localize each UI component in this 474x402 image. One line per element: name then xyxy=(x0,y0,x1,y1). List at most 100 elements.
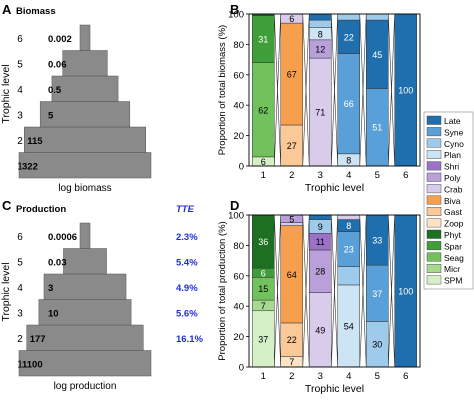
legend-label: Syne xyxy=(444,127,464,137)
segment-value-label: 8 xyxy=(346,221,351,231)
x-tick-label: 3 xyxy=(318,371,323,382)
segment-value-label: 67 xyxy=(287,70,297,80)
flow-connector xyxy=(387,214,396,368)
trophic-level-tick: 4 xyxy=(17,85,23,96)
legend-label: Spar xyxy=(444,241,462,251)
segment-value-label: 7 xyxy=(289,357,294,367)
flow-connector xyxy=(359,214,367,368)
pyramid-bar-level-3 xyxy=(38,299,132,326)
flow-connector xyxy=(302,214,310,368)
tte-value: 4.9% xyxy=(176,283,198,294)
bar-segment-cyno xyxy=(337,266,360,286)
segment-value-label: 9 xyxy=(318,222,323,232)
pyramid-title: Production xyxy=(16,204,66,215)
segment-value-label: 28 xyxy=(315,267,325,277)
segment-value-label: 66 xyxy=(344,99,354,109)
flow-connector xyxy=(302,13,310,167)
segment-value-label: 49 xyxy=(315,325,325,335)
trophic-level-tick: 1 xyxy=(17,161,23,172)
plot-frame xyxy=(248,13,421,167)
y-tick-label: 60 xyxy=(233,271,244,282)
pyramid-value-label: 5 xyxy=(48,110,54,121)
flow-connector xyxy=(359,13,367,167)
legend-label: Crab xyxy=(444,184,463,194)
bar-segment-cyno xyxy=(366,13,389,21)
legend-label: Seag xyxy=(444,253,464,263)
flow-connector xyxy=(273,13,282,167)
pyramid-value-label: 177 xyxy=(30,334,46,345)
legend-label: Phyt xyxy=(444,230,462,240)
legend-swatch-plan xyxy=(426,149,442,159)
segment-value-label: 100 xyxy=(398,86,413,96)
panel-label-a: A xyxy=(2,2,12,17)
x-tick-label: 2 xyxy=(289,371,294,382)
segment-value-label: 23 xyxy=(344,245,354,255)
trophic-level-tick: 2 xyxy=(17,334,23,345)
legend-swatch-cyno xyxy=(426,138,442,148)
tte-value: 5.6% xyxy=(176,308,198,319)
legend-label: Cyno xyxy=(444,139,464,149)
segment-value-label: 45 xyxy=(372,50,382,60)
trophic-level-tick: 5 xyxy=(17,257,23,268)
pyramid-bar-level-2 xyxy=(23,126,147,153)
pyramid-bar-level-5 xyxy=(62,50,108,77)
x-tick-label: 2 xyxy=(289,170,294,181)
tte-value: 16.1% xyxy=(176,334,203,345)
segment-value-label: 22 xyxy=(344,32,354,42)
pyramid-value-label: 0.0006 xyxy=(48,232,77,243)
y-tick-label: 40 xyxy=(233,302,244,313)
pyramid-bar-level-5 xyxy=(63,248,107,275)
plot-frame xyxy=(248,214,421,368)
legend-swatch-crab xyxy=(426,184,442,194)
legend-label: Zoop xyxy=(444,219,464,229)
segment-value-label: 8 xyxy=(346,155,351,165)
x-axis-title: Trophic level xyxy=(305,383,364,395)
trophic-level-tick: 6 xyxy=(17,232,23,243)
segment-value-label: 54 xyxy=(344,321,354,331)
legend-swatch-gast xyxy=(426,206,442,216)
flow-connector xyxy=(273,214,282,368)
x-tick-label: 4 xyxy=(346,371,351,382)
y-tick-label: 100 xyxy=(228,10,244,21)
segment-value-label: 27 xyxy=(287,141,297,151)
legend-swatch-shri xyxy=(426,161,442,171)
tte-value: 5.4% xyxy=(176,257,198,268)
pyramid-bar-level-6 xyxy=(79,222,91,249)
pyramid-bar-level-1 xyxy=(18,350,152,377)
trophic-level-tick: 6 xyxy=(17,34,23,45)
segment-value-label: 15 xyxy=(258,284,268,294)
segment-value-label: 64 xyxy=(287,270,297,280)
trophic-level-tick: 4 xyxy=(17,283,23,294)
segment-value-label: 71 xyxy=(315,108,325,118)
segment-value-label: 7 xyxy=(261,301,266,311)
production-pyramid: Production TTE Trophic level log production… xyxy=(0,204,203,392)
y-tick-label: 80 xyxy=(233,241,244,252)
legend-swatch-zoop xyxy=(426,218,442,228)
legend-label: Late xyxy=(444,116,461,126)
trophic-level-tick: 2 xyxy=(17,136,23,147)
pyramid-value-label: 115 xyxy=(27,136,43,147)
y-axis-title: Trophic level xyxy=(0,262,12,321)
flow-connector xyxy=(387,13,396,167)
legend-swatch-syne xyxy=(426,127,442,137)
bar-segment-crab xyxy=(337,214,360,220)
y-tick-label: 80 xyxy=(233,40,244,51)
x-axis-title: Trophic level xyxy=(305,182,364,194)
legend-label: SPM xyxy=(444,276,462,286)
flow-connector xyxy=(330,13,339,167)
trophic-level-tick: 5 xyxy=(17,59,23,70)
tte-heading: TTE xyxy=(176,204,195,215)
segment-value-label: 8 xyxy=(318,29,323,39)
pyramid-bar-level-4 xyxy=(51,75,119,102)
x-axis-title: log biomass xyxy=(58,183,111,194)
y-tick-label: 60 xyxy=(233,70,244,81)
y-tick-label: 40 xyxy=(233,101,244,112)
y-tick-label: 0 xyxy=(239,363,244,374)
y-axis-title: Proportion of total production (%) xyxy=(217,221,228,360)
legend-swatch-seag xyxy=(426,252,442,262)
trophic-level-tick: 3 xyxy=(17,308,23,319)
legend-label: Poly xyxy=(444,173,461,183)
legend-swatch-poly xyxy=(426,172,442,182)
